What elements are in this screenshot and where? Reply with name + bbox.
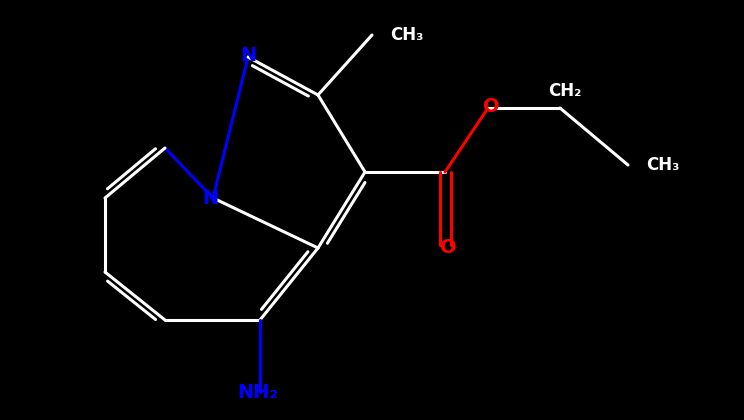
Text: CH₃: CH₃	[646, 156, 679, 174]
Text: O: O	[483, 97, 499, 116]
Text: O: O	[440, 237, 456, 257]
Text: NH₂: NH₂	[237, 383, 278, 402]
Text: N: N	[240, 45, 256, 65]
Text: CH₂: CH₂	[548, 82, 582, 100]
Text: N: N	[202, 189, 218, 207]
Text: CH₃: CH₃	[390, 26, 423, 44]
